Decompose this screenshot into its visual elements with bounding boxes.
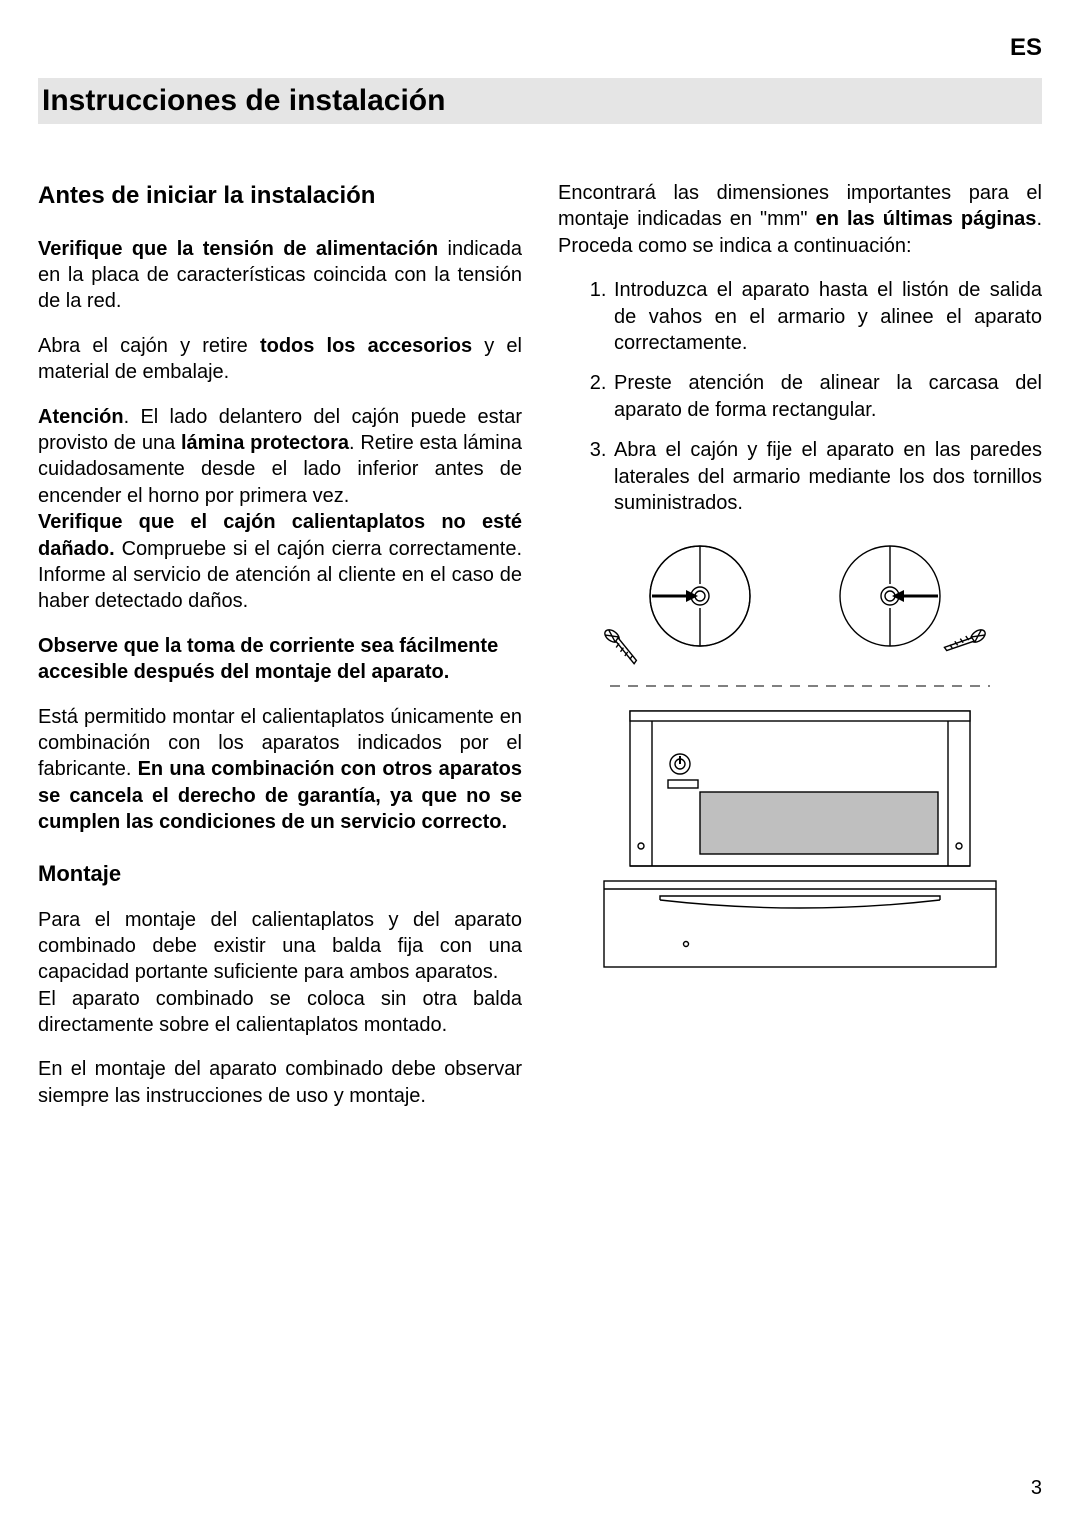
right-column: Encontrará las dimensiones importantes p…: [558, 180, 1042, 1127]
content-columns: Antes de iniciar la instalación Verifiqu…: [38, 180, 1042, 1127]
text-bold: lámina protectora: [181, 432, 349, 454]
para-voltage: Verifique que la tensión de alimentación…: [38, 236, 522, 315]
para-damage: Verifique que el cajón calientaplatos no…: [38, 509, 522, 615]
para-shelf: Para el montaje del calientaplatos y del…: [38, 907, 522, 986]
text-bold: Verifique que la tensión de alimentación: [38, 238, 438, 260]
left-column: Antes de iniciar la instalación Verifiqu…: [38, 180, 522, 1127]
step-1: Introduzca el aparato hasta el listón de…: [612, 277, 1042, 356]
para-combination: Está permitido montar el calientaplatos …: [38, 704, 522, 836]
diagram-svg: [590, 536, 1010, 986]
para-observe-instructions: En el montaje del aparato combinado debe…: [38, 1056, 522, 1109]
para-attention: Atención. El lado delantero del cajón pu…: [38, 404, 522, 510]
para-accessories: Abra el cajón y retire todos los accesor…: [38, 333, 522, 386]
step-3: Abra el cajón y fije el aparato en las p…: [612, 437, 1042, 516]
text: Abra el cajón y retire: [38, 335, 260, 357]
para-combined-appliance: El aparato combinado se coloca sin otra …: [38, 986, 522, 1039]
text-bold: todos los accesorios: [260, 335, 472, 357]
heading-before-install: Antes de iniciar la instalación: [38, 180, 522, 212]
heading-mounting: Montaje: [38, 859, 522, 888]
installation-steps: Introduzca el aparato hasta el listón de…: [558, 277, 1042, 516]
text-bold: en las últimas páginas: [816, 208, 1037, 230]
page-title: Instrucciones de instalación: [38, 78, 1042, 124]
text-bold: Atención: [38, 406, 124, 428]
step-2: Preste atención de alinear la carcasa de…: [612, 370, 1042, 423]
installation-diagram: [558, 536, 1042, 986]
para-outlet-access: Observe que la toma de corriente sea fác…: [38, 633, 522, 686]
page-number: 3: [1031, 1477, 1042, 1500]
para-dimensions: Encontrará las dimensiones importantes p…: [558, 180, 1042, 259]
language-code: ES: [1010, 34, 1042, 62]
